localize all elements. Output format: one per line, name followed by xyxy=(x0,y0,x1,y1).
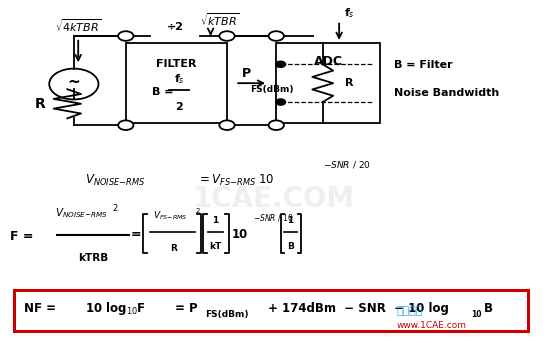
Text: $V_{NOISE\mathrm{-}RMS}$: $V_{NOISE\mathrm{-}RMS}$ xyxy=(85,173,145,188)
Text: 1CAE.COM: 1CAE.COM xyxy=(193,185,354,213)
Text: www.1CAE.com: www.1CAE.com xyxy=(397,321,467,330)
Text: NF =: NF = xyxy=(24,302,56,315)
Text: 10 log$_{10}$F: 10 log$_{10}$F xyxy=(85,300,146,317)
Text: ÷2: ÷2 xyxy=(166,22,184,32)
Text: $V_{NOISE\mathrm{-}RMS}$: $V_{NOISE\mathrm{-}RMS}$ xyxy=(55,206,109,220)
Text: R: R xyxy=(170,244,177,253)
Text: P: P xyxy=(242,67,251,80)
Text: $-SNR\ /\ 10$: $-SNR\ /\ 10$ xyxy=(253,212,294,223)
Text: 仿真在线: 仿真在线 xyxy=(397,306,423,317)
Text: kTRB: kTRB xyxy=(78,253,108,263)
Circle shape xyxy=(276,99,286,105)
Bar xyxy=(276,43,380,123)
Text: FS(dBm): FS(dBm) xyxy=(251,85,294,94)
Bar xyxy=(126,43,227,123)
Bar xyxy=(14,290,528,331)
Text: F =: F = xyxy=(10,230,33,243)
Text: + 174dBm  − SNR  − 10 log: + 174dBm − SNR − 10 log xyxy=(268,302,449,315)
Text: $V_{FS\mathrm{-}RMS}$: $V_{FS\mathrm{-}RMS}$ xyxy=(153,210,188,222)
Text: 2: 2 xyxy=(175,102,183,112)
Text: 10: 10 xyxy=(231,228,248,241)
Text: $\sqrt{4kTBR}$: $\sqrt{4kTBR}$ xyxy=(55,17,101,34)
Text: =: = xyxy=(130,228,141,241)
Text: B = Filter: B = Filter xyxy=(394,60,452,70)
Circle shape xyxy=(118,120,133,130)
Text: $2$: $2$ xyxy=(195,206,201,215)
Circle shape xyxy=(118,31,133,41)
Text: ~: ~ xyxy=(67,75,80,90)
Circle shape xyxy=(219,31,235,41)
Text: R: R xyxy=(34,97,45,111)
Text: 1: 1 xyxy=(287,216,294,225)
Text: R: R xyxy=(345,78,354,88)
Text: kT: kT xyxy=(210,242,222,251)
Text: Noise Bandwidth: Noise Bandwidth xyxy=(394,87,499,98)
Text: FS(dBm): FS(dBm) xyxy=(205,310,249,319)
Text: B: B xyxy=(287,242,294,251)
Circle shape xyxy=(269,120,284,130)
Text: f$_s$: f$_s$ xyxy=(344,6,354,20)
Circle shape xyxy=(276,61,286,67)
Text: FILTER: FILTER xyxy=(156,59,197,69)
Text: $2$: $2$ xyxy=(112,202,118,213)
Text: ADC: ADC xyxy=(313,55,343,68)
Text: $\sqrt{kTBR}$: $\sqrt{kTBR}$ xyxy=(200,12,239,28)
Text: 10: 10 xyxy=(471,310,481,319)
Text: f$_s$: f$_s$ xyxy=(174,72,184,86)
Circle shape xyxy=(219,120,235,130)
Circle shape xyxy=(269,31,284,41)
Text: $= V_{FS\mathrm{-}RMS}\ 10$: $= V_{FS\mathrm{-}RMS}\ 10$ xyxy=(197,173,275,188)
Text: B =: B = xyxy=(152,87,173,97)
Text: $-SNR\ /\ 20$: $-SNR\ /\ 20$ xyxy=(323,159,371,170)
Text: 1: 1 xyxy=(212,216,219,225)
Text: B: B xyxy=(484,302,493,315)
Text: = P: = P xyxy=(175,302,197,315)
